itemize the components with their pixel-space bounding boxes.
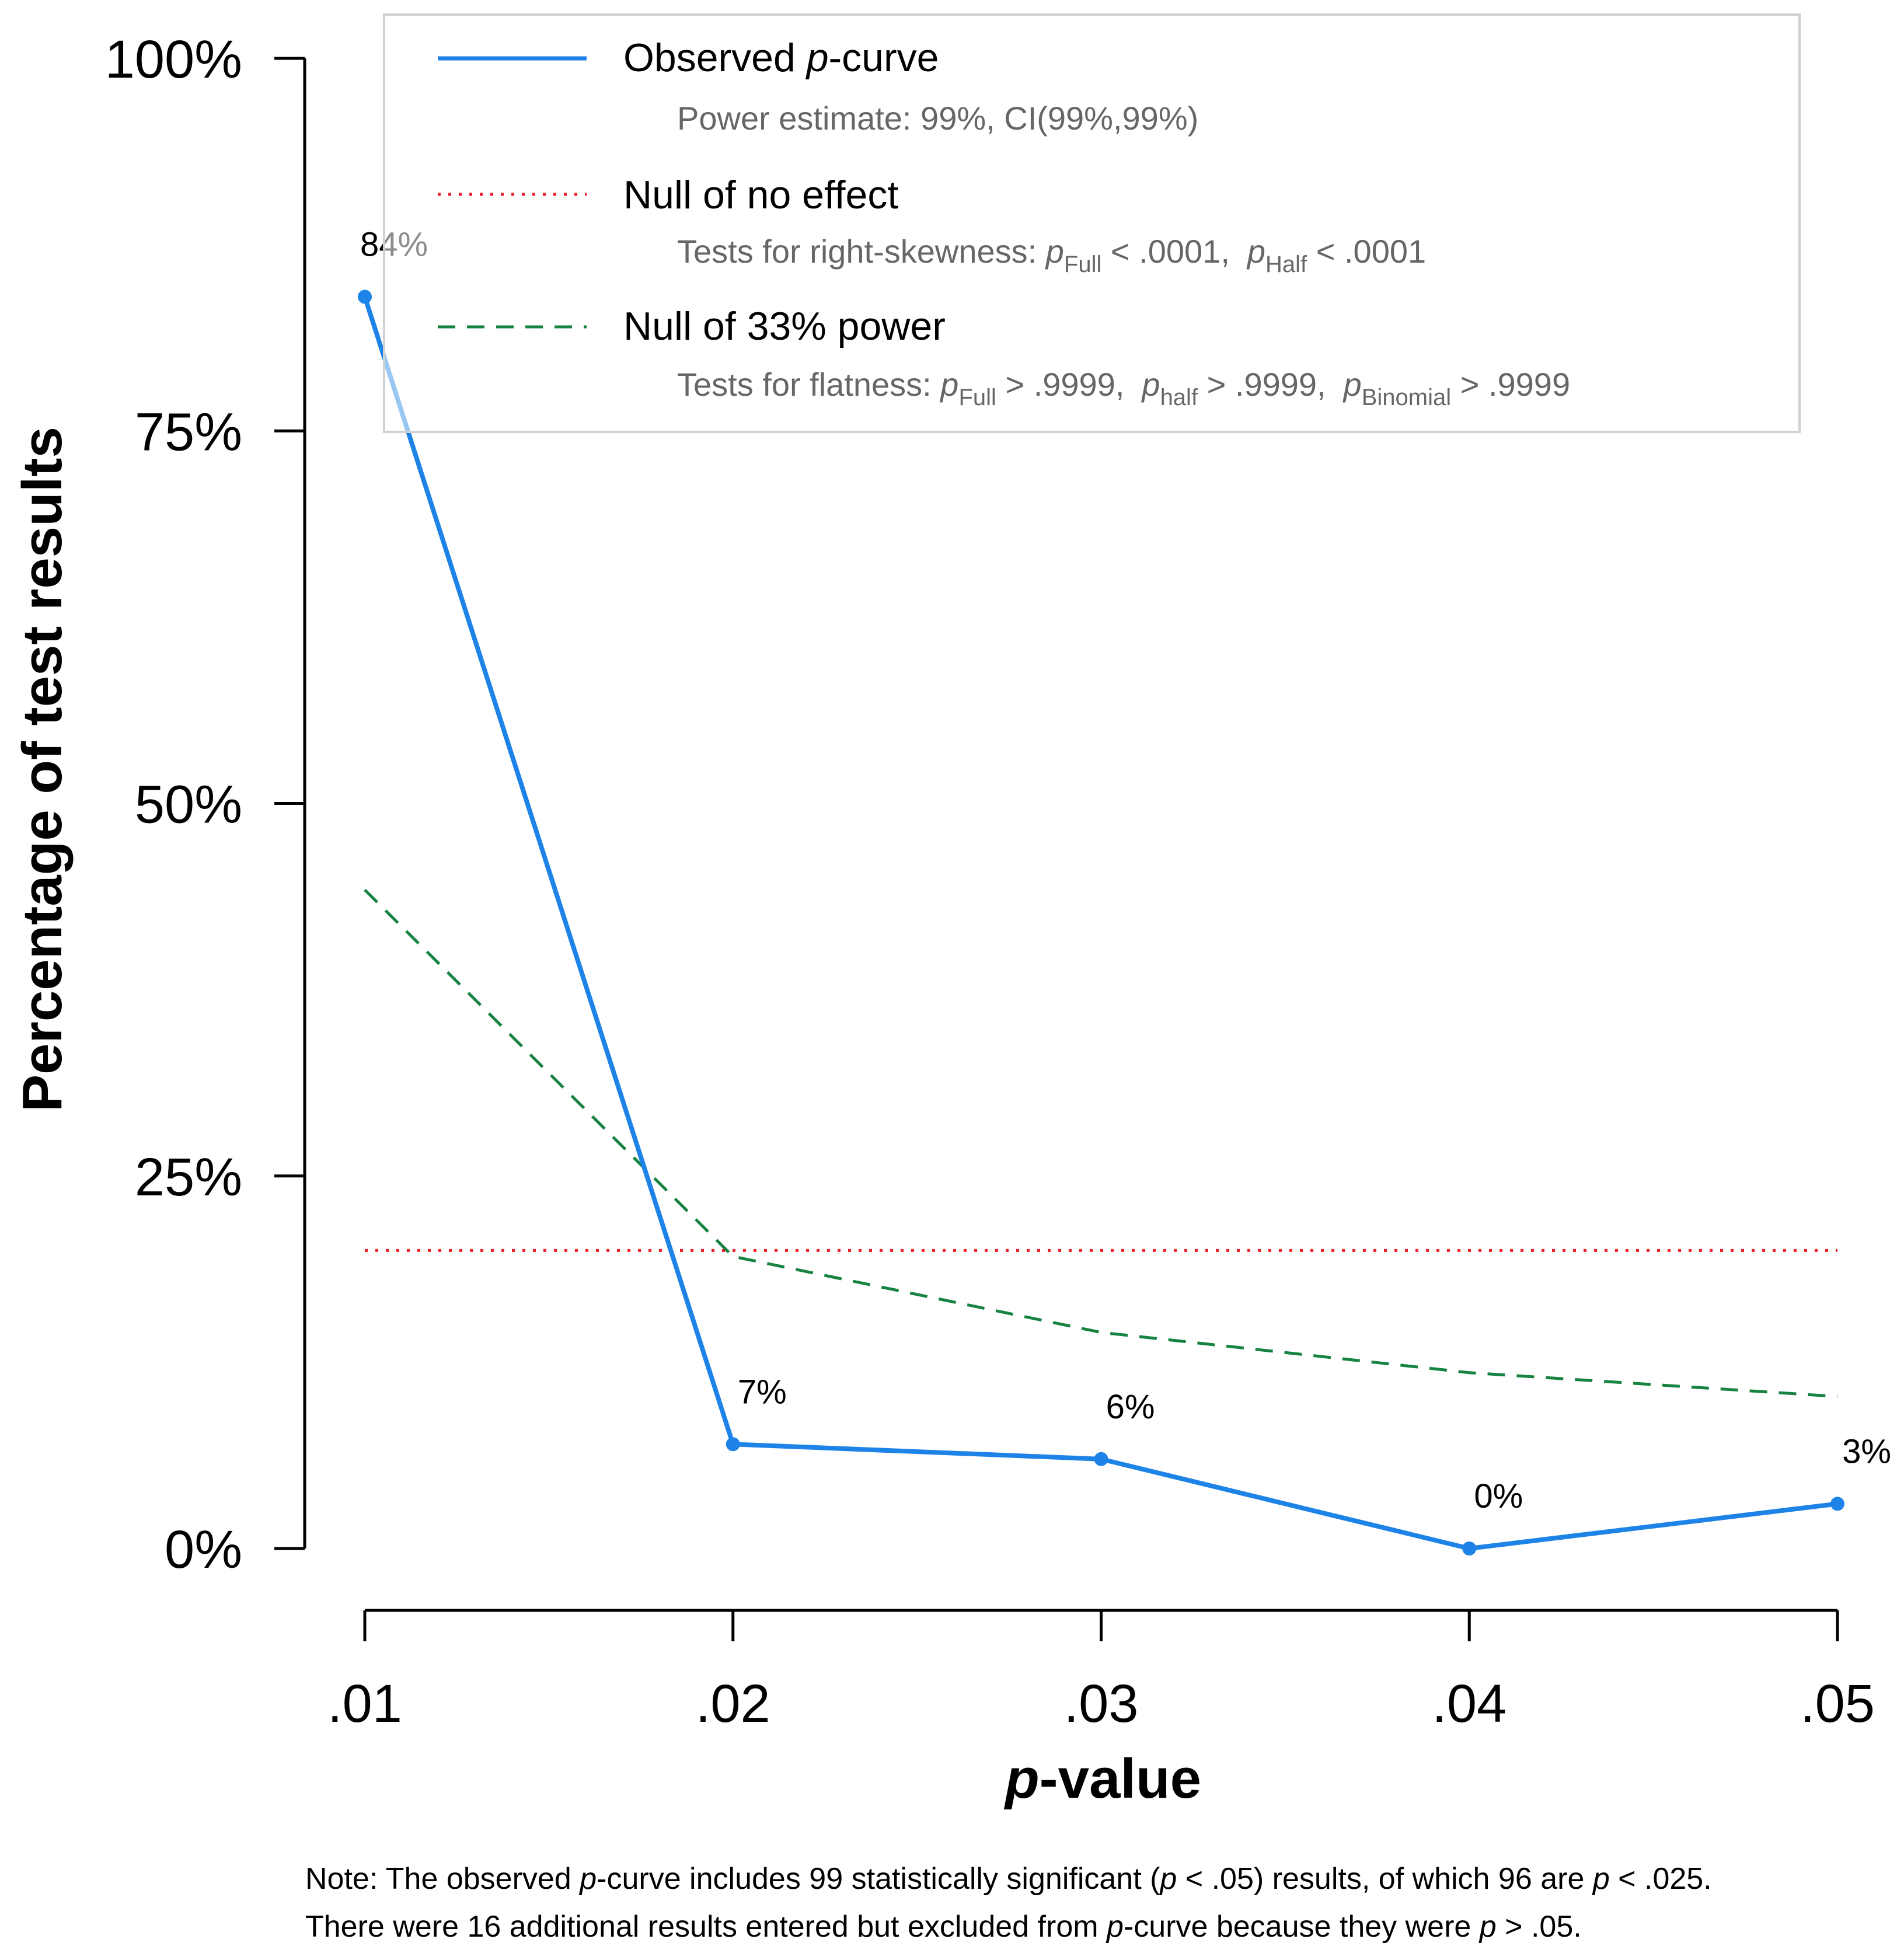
y-axis-title: Percentage of test results — [11, 427, 74, 1112]
x-tick-label: .01 — [327, 1674, 402, 1734]
data-point — [1830, 1497, 1844, 1511]
legend-sub-no-effect-lead: Tests for right-skewness: — [677, 233, 1046, 270]
note-line-2: There were 16 additional results entered… — [305, 1910, 1582, 1944]
legend-sub-flat-p1: p — [939, 366, 958, 403]
data-label: 7% — [738, 1373, 787, 1411]
x-tick-label: .03 — [1064, 1674, 1139, 1734]
legend-sub-flat-p2: p — [1141, 366, 1160, 403]
legend-sub-flat-p3: p — [1342, 366, 1362, 403]
legend-sub-no-effect-p1-val: < .0001, — [1101, 233, 1230, 270]
legend-sub-no-effect-p2: p — [1246, 233, 1265, 270]
x-axis-title-rest: -value — [1040, 1748, 1201, 1810]
data-label: 6% — [1106, 1388, 1155, 1426]
note-2-c: > .05. — [1497, 1910, 1582, 1944]
x-tick-label: .02 — [696, 1674, 770, 1734]
x-ticks: .01 .02 .03 .04 .05 — [327, 1610, 1875, 1734]
legend-sub-flat-p2-sub: half — [1160, 385, 1198, 410]
series-line-null-33 — [364, 888, 1838, 1398]
legend-sub-flat-p3-sub: Binomial — [1362, 385, 1451, 410]
legend-sub-observed: Power estimate: 99%, CI(99%,99%) — [677, 100, 1198, 137]
y-axis: 0% 25% 50% 75% 100% — [105, 30, 306, 1579]
x-axis-title: p-value — [1003, 1748, 1201, 1810]
data-label: 3% — [1842, 1432, 1891, 1470]
y-tick-label: 25% — [135, 1148, 242, 1207]
data-point — [1462, 1542, 1477, 1556]
data-point — [1094, 1452, 1108, 1466]
y-tick-label: 75% — [135, 402, 242, 462]
legend-sub-no-effect: Tests for right-skewness: pFull < .0001,… — [677, 233, 1426, 277]
legend-sub-flat-p1-val: > .9999, — [996, 366, 1125, 403]
legend-sub-flat-lead: Tests for flatness: — [677, 366, 940, 403]
legend-label-no-effect: Null of no effect — [623, 173, 898, 217]
legend-sub-no-effect-p2-sub: Half — [1265, 252, 1307, 277]
legend-label-observed-p: p — [805, 36, 829, 80]
legend-sub-33-power: Tests for flatness: pFull > .9999, phalf … — [677, 366, 1570, 410]
y-tick-label: 0% — [165, 1520, 242, 1579]
note-1-d: < .025. — [1610, 1862, 1712, 1896]
note-2-p1: p — [1106, 1910, 1124, 1944]
y-tick-label: 100% — [105, 30, 242, 89]
note-1-b: -curve includes 99 statistically signifi… — [597, 1862, 1160, 1896]
legend-sub-no-effect-p2-val: < .0001 — [1307, 233, 1426, 270]
legend-box — [383, 13, 1801, 433]
y-ticks: 0% 25% 50% 75% 100% — [105, 30, 305, 1579]
x-axis-title-p: p — [1003, 1748, 1040, 1810]
note-1-a: Note: The observed — [305, 1862, 580, 1896]
x-tick-label: .04 — [1432, 1674, 1507, 1734]
note-2-b: -curve because they were — [1124, 1910, 1480, 1944]
legend-sub-flat-p1-sub: Full — [958, 385, 996, 410]
note-1-c: < .05) results, of which 96 are — [1177, 1862, 1592, 1896]
x-axis: .01 .02 .03 .04 .05 — [327, 1609, 1875, 1734]
legend-label-observed-b: -curve — [829, 36, 939, 80]
legend-sub-no-effect-p1: p — [1045, 233, 1064, 270]
x-tick-label: .05 — [1800, 1674, 1875, 1734]
legend: Observed p-curve Power estimate: 99%, CI… — [383, 13, 1801, 433]
legend-label-33-power: Null of 33% power — [623, 304, 946, 348]
note-1-p2: p — [1159, 1862, 1177, 1896]
legend-sub-no-effect-p1-sub: Full — [1064, 252, 1101, 277]
note-2-p2: p — [1478, 1910, 1497, 1944]
note-line-1: Note: The observed p-curve includes 99 s… — [305, 1862, 1712, 1896]
data-label: 0% — [1474, 1477, 1523, 1515]
data-point — [726, 1437, 740, 1452]
legend-label-observed-a: Observed — [623, 36, 807, 80]
legend-label-observed: Observed p-curve — [623, 36, 939, 80]
legend-sub-flat-p3-val: > .9999 — [1451, 366, 1570, 403]
note-2-a: There were 16 additional results entered… — [305, 1910, 1107, 1944]
series-line-observed — [362, 296, 1838, 1551]
legend-sub-flat-p2-val: > .9999, — [1198, 366, 1326, 403]
y-tick-label: 50% — [135, 775, 242, 835]
note-1-p3: p — [1592, 1862, 1610, 1896]
note-1-p1: p — [578, 1862, 597, 1896]
data-point — [358, 290, 372, 304]
note: Note: The observed p-curve includes 99 s… — [305, 1862, 1712, 1944]
